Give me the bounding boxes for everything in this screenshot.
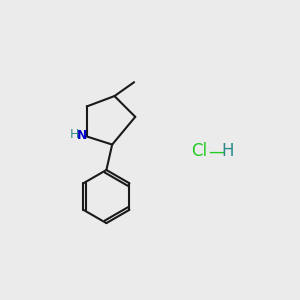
Text: H: H <box>221 142 234 160</box>
Text: N: N <box>76 129 87 142</box>
Text: Cl: Cl <box>191 142 207 160</box>
Text: —: — <box>208 142 225 160</box>
Text: H: H <box>69 128 79 141</box>
